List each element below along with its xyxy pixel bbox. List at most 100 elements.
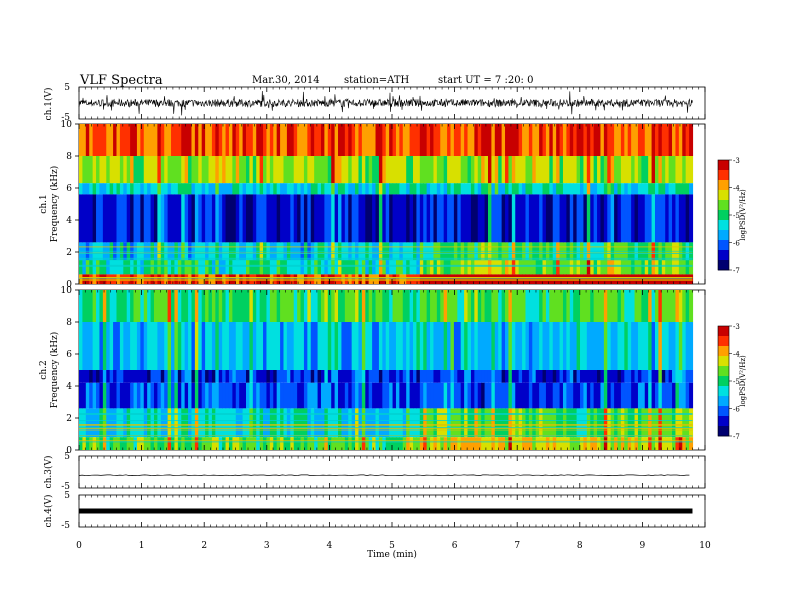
ch1-spectrogram-cell xyxy=(331,260,336,275)
ch1-spectrogram-cell xyxy=(562,124,567,156)
ch1-spectrogram-cell xyxy=(620,183,625,195)
ch2-spectrogram-cell xyxy=(184,322,189,370)
ch1-spectrogram-cell xyxy=(491,156,496,184)
ch1-spectrogram-cell xyxy=(528,124,533,156)
ch1-spectrogram-cell xyxy=(511,183,516,195)
ch1-spectrogram-cell xyxy=(580,183,585,195)
ch1-spectrogram-cell xyxy=(542,260,547,275)
ch1-spectrogram-cell xyxy=(505,260,510,275)
ch2-spectrogram-cell xyxy=(532,437,537,450)
ch2-spectrogram-cell xyxy=(457,437,462,450)
ch1-spectrogram-cell xyxy=(535,156,540,184)
ch2-spectrogram-cell xyxy=(392,408,397,438)
ch1-spectrogram-cell xyxy=(242,260,247,275)
ch2-colorbar-cell xyxy=(718,406,729,409)
ch1-spectrogram-cell xyxy=(338,124,343,156)
ch2-spectrogram-cell xyxy=(181,408,186,438)
ch2-spectrogram-cell xyxy=(194,322,199,370)
ch1-frequency-ylabel: Frequency (kHz) xyxy=(49,166,60,243)
ch2-spectrogram-cell xyxy=(409,408,414,438)
ch1-spectrogram-cell xyxy=(280,124,285,156)
ch1-spectrogram-cell xyxy=(341,124,346,156)
ch2-spectrogram-cell xyxy=(665,437,670,450)
ch1-spectrogram-cell xyxy=(222,124,227,156)
ch2-spectrogram-cell xyxy=(569,290,574,322)
ch2-spectrogram-cell xyxy=(484,322,489,370)
ch1-colorbar-cell xyxy=(718,225,729,228)
ch1-spectrogram-cell xyxy=(157,260,162,275)
ch2-spectrogram-cell xyxy=(528,382,533,409)
ch1-spectrogram-cell xyxy=(334,260,339,275)
ch2-colorbar-cell xyxy=(718,363,729,367)
ch1-spectrogram-cell xyxy=(140,194,145,243)
ch2-spectrogram-cell xyxy=(562,408,567,438)
ch2-spectrogram-cell xyxy=(610,290,615,322)
ch2-spectrogram-cell xyxy=(573,322,578,370)
ch2-spectrogram-cell xyxy=(147,382,152,409)
ch2-spectrogram-cell xyxy=(208,290,213,322)
ch2-spectrogram-cell xyxy=(133,408,138,438)
ch2-spectrogram-cell xyxy=(211,408,216,438)
ch2-spectrogram-cell xyxy=(614,370,619,383)
ch2-spectrogram-cell xyxy=(211,322,216,370)
ch1-spectrogram-cell xyxy=(147,194,152,243)
ch2-spectrogram-cell xyxy=(436,437,441,450)
ch1-spectrogram-cell xyxy=(205,124,210,156)
ch1-spectrogram-cell xyxy=(447,260,452,275)
ch1-spectrogram-cell xyxy=(239,124,244,156)
ch2-spectrogram-cell xyxy=(143,382,148,409)
ch2-spectrogram-cell xyxy=(320,437,325,450)
ch2-spectrogram-cell xyxy=(102,408,107,438)
ch1-spectrogram-cell xyxy=(99,124,104,156)
ch1-spectrogram-cell xyxy=(116,183,121,195)
ch2-spectrogram-cell xyxy=(133,382,138,409)
ch2-spectrogram-cell xyxy=(402,437,407,450)
ch1-spectrogram-cell xyxy=(501,194,506,243)
ch1-spectrogram-cell xyxy=(181,260,186,275)
ch3-waveform-frame xyxy=(78,455,706,489)
ch1-spectrogram-cell xyxy=(644,124,649,156)
ch2-spectrogram-cell xyxy=(501,370,506,383)
ch2-spectrogram-cell xyxy=(181,290,186,322)
ch1-spectrogram-cell xyxy=(153,156,158,184)
ch2-spectrogram-cell xyxy=(689,408,694,438)
ch2-spectrogram-cell xyxy=(450,290,455,322)
xtick-label: 10 xyxy=(699,541,711,551)
ch1-spectrogram-cell xyxy=(644,156,649,184)
ch2-spectrogram-cell xyxy=(631,408,636,438)
ch1-spectrogram-cell xyxy=(573,194,578,243)
ch2-colorbar-cell xyxy=(718,381,729,384)
ch2-spectrogram-cell xyxy=(597,408,602,438)
ch2-spectrogram-cell xyxy=(130,370,135,383)
ch2-spectrogram-cell xyxy=(256,382,261,409)
ch1-spectrogram-cell xyxy=(174,260,179,275)
ch1-spectrogram-cell xyxy=(593,156,598,184)
ch2-spectrogram-cell xyxy=(297,370,302,383)
ch2-spectrogram-cell xyxy=(573,382,578,409)
ch2-spectrogram-cell xyxy=(508,408,513,438)
ch1-spectrogram-cell xyxy=(644,183,649,195)
ch2-spectrogram-cell xyxy=(678,408,683,438)
ch2-spectrogram-cell xyxy=(522,370,527,383)
ch1-spectrogram-cell xyxy=(661,260,666,275)
ch2-spectrogram-cell xyxy=(314,408,319,438)
ch1-spectrogram-cell xyxy=(505,194,510,243)
ch2-spectrogram-cell xyxy=(423,322,428,370)
ch2-spectrogram-cell xyxy=(440,437,445,450)
ch1-spectrogram-cell xyxy=(256,183,261,195)
ch2-spectrogram-cell xyxy=(160,437,165,450)
ch2-spectrogram-cell xyxy=(286,408,291,438)
ch2-spectrogram-cell xyxy=(177,290,182,322)
ch2-spectrogram-cell xyxy=(658,408,663,438)
ch2-spectrogram-cell xyxy=(171,437,176,450)
ch2-spectrogram-cell xyxy=(419,437,424,450)
ch2-spectrogram-cell xyxy=(351,408,356,438)
ch1-spectrogram-cell xyxy=(198,156,203,184)
ch1-spectrogram-cell xyxy=(419,124,424,156)
ch2-spectrogram-cell xyxy=(143,408,148,438)
ch2-spectrogram-cell xyxy=(549,370,554,383)
ch2-spectrogram-cell xyxy=(511,408,516,438)
ch1-spectrogram-cell xyxy=(123,260,128,275)
ch1-spectrogram-cell xyxy=(171,183,176,195)
ch2-spectrogram-cell xyxy=(675,322,680,370)
